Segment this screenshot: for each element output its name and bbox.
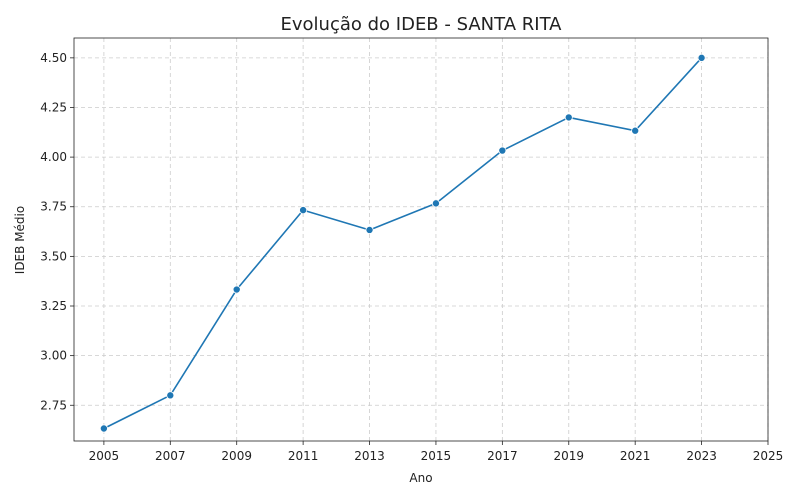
x-tick-label: 2017: [487, 449, 518, 463]
data-point: [365, 225, 374, 234]
y-axis-label: IDEB Médio: [13, 206, 27, 274]
x-tick-label: 2011: [288, 449, 319, 463]
data-point: [232, 285, 241, 294]
data-point: [631, 126, 640, 135]
axes: 2005 2007 2009 2011 2013 2015 2017 2019 2021 2023…: [40, 37, 784, 463]
y-tick-label: 3.75: [40, 200, 67, 214]
series-layer: [99, 53, 706, 433]
y-tick-label: 2.75: [40, 398, 67, 412]
chart-title: Evolução do IDEB - SANTA RITA: [281, 14, 563, 35]
x-tick-label: 2025: [753, 449, 784, 463]
x-tick-label: 2015: [421, 449, 452, 463]
x-tick-label: 2019: [553, 449, 584, 463]
y-tick-label: 3.00: [40, 349, 67, 363]
x-tick-label: 2009: [221, 449, 252, 463]
x-axis-label: Ano: [409, 471, 432, 485]
x-tick-label: 2007: [155, 449, 186, 463]
data-point: [166, 391, 175, 400]
y-tick-label: 3.50: [40, 249, 67, 263]
data-point: [498, 146, 507, 155]
series-line: [103, 57, 703, 430]
x-tick-label: 2005: [89, 449, 120, 463]
data-point: [299, 206, 308, 215]
data-point: [99, 424, 108, 433]
y-tick-label: 4.25: [40, 100, 67, 114]
grid: [74, 38, 769, 441]
data-point: [564, 113, 573, 122]
y-tick-label: 4.50: [40, 51, 67, 65]
x-tick-label: 2021: [620, 449, 651, 463]
data-point: [697, 53, 706, 62]
x-tick-label: 2023: [686, 449, 717, 463]
y-tick-label: 3.25: [40, 299, 67, 313]
plot-frame: [73, 37, 769, 442]
x-tick-label: 2013: [354, 449, 385, 463]
data-point: [431, 199, 440, 208]
y-tick-label: 4.00: [40, 150, 67, 164]
